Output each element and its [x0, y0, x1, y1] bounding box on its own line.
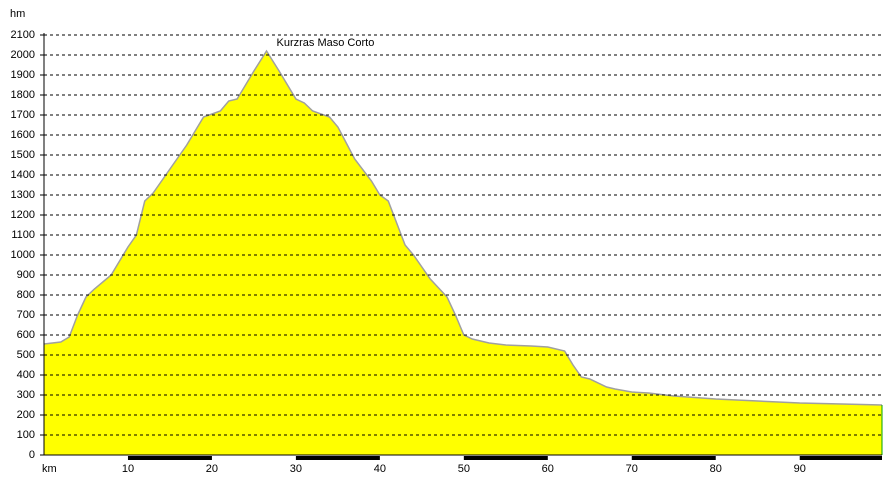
y-tick-label: 2100 [11, 29, 35, 41]
y-tick-label: 1900 [11, 69, 35, 81]
y-tick-label: 0 [29, 449, 35, 461]
area [44, 51, 882, 455]
y-tick-label: 500 [17, 349, 35, 361]
x-tick-label: 30 [290, 463, 302, 475]
y-tick-label: 1700 [11, 109, 35, 121]
y-tick-label: 400 [17, 369, 35, 381]
x-tick-label: 90 [794, 463, 806, 475]
scale-bar [127, 456, 212, 460]
annotation: Kurzras Maso Corto [277, 37, 375, 49]
x-tick-label: 20 [206, 463, 218, 475]
x-tick-label: 80 [710, 463, 722, 475]
y-tick-label: 1200 [11, 209, 35, 221]
x-tick-label: 40 [374, 463, 386, 475]
y-tick-label: 1100 [11, 229, 35, 241]
y-tick-label: 600 [17, 329, 35, 341]
scale-bar [463, 456, 548, 460]
y-tick-label: 300 [17, 389, 35, 401]
y-tick-label: 1400 [11, 169, 35, 181]
y-tick-label: 1000 [11, 249, 35, 261]
scale-bar [799, 456, 882, 460]
y-tick-label: 200 [17, 409, 35, 421]
profile-line [43, 49, 883, 406]
y-tick-label: 100 [17, 429, 35, 441]
y-tick-label: 800 [17, 289, 35, 301]
x-tick-label: 70 [626, 463, 638, 475]
y-tick-label: 1500 [11, 149, 35, 161]
scale-bar [295, 456, 380, 460]
y-tick-label: 1600 [11, 129, 35, 141]
y-tick-label: 700 [17, 309, 35, 321]
y-tick-label: 1800 [11, 89, 35, 101]
scale-bar [631, 456, 716, 460]
y-tick-label: 1300 [11, 189, 35, 201]
y-tick-label: 900 [17, 269, 35, 281]
x-tick-label: 50 [458, 463, 470, 475]
x-tick-label: 10 [122, 463, 134, 475]
x-axis-label: km [42, 463, 57, 475]
y-tick-label: 2000 [11, 49, 35, 61]
x-tick-label: 60 [542, 463, 554, 475]
y-axis-label: hm [10, 8, 25, 20]
